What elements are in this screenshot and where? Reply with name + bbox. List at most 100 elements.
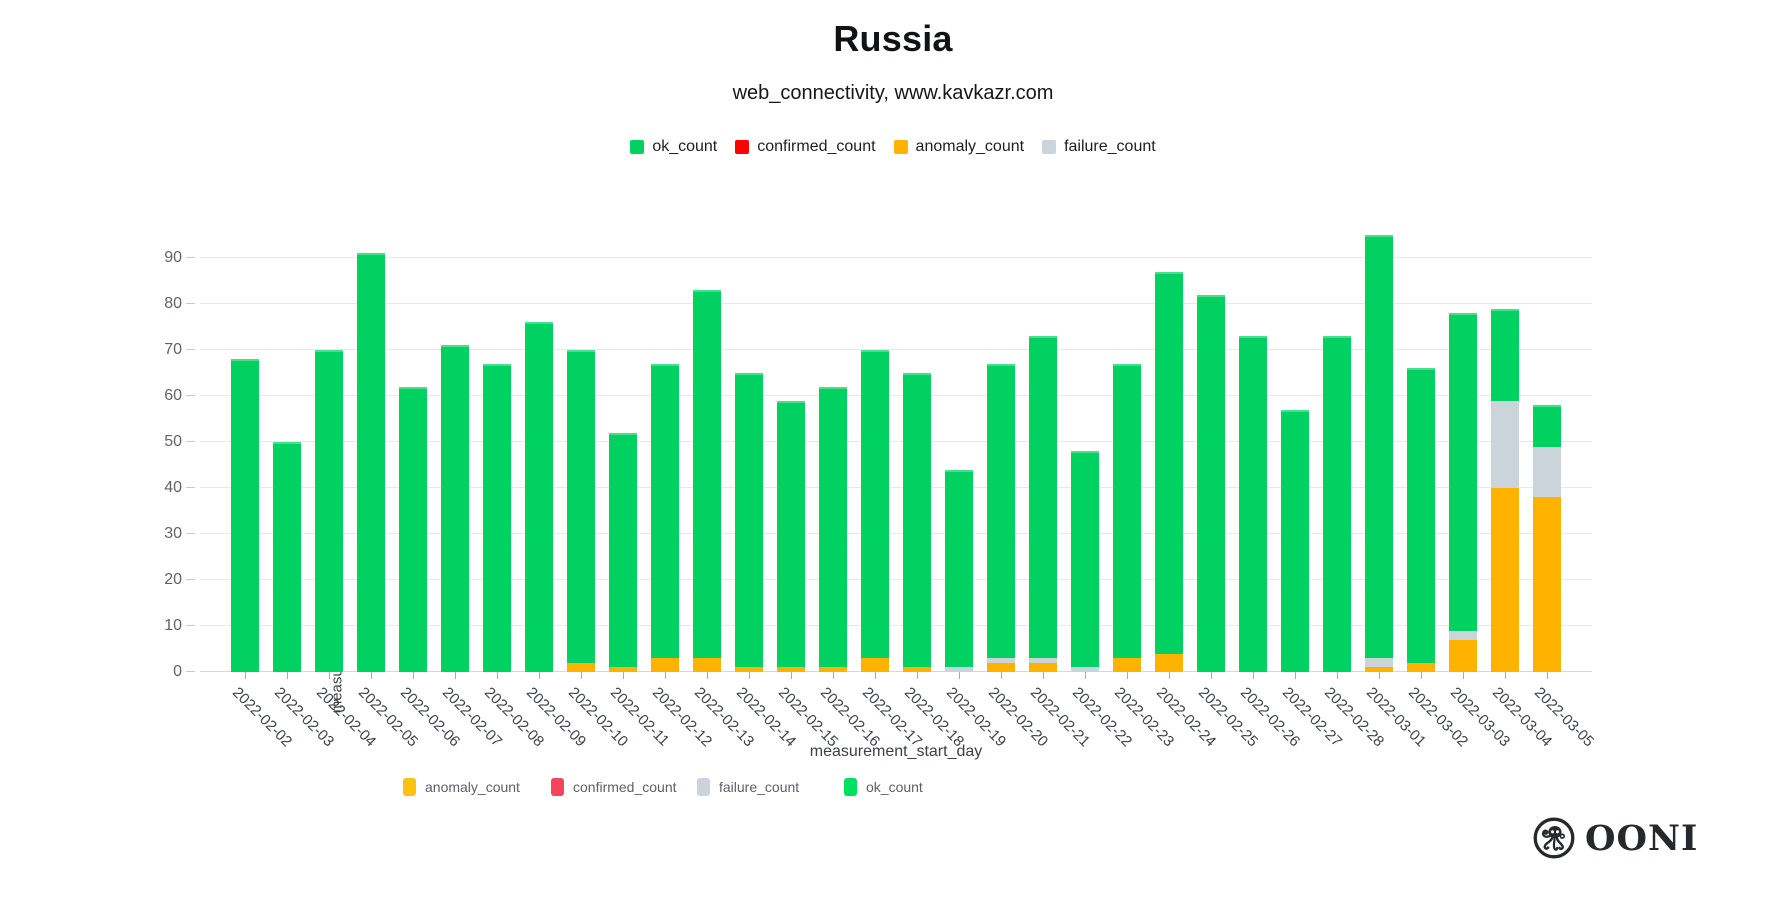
x-tick <box>329 672 330 679</box>
ok_count-segment <box>1197 294 1225 672</box>
x-tick <box>1043 672 1044 679</box>
anomaly_count-segment <box>903 667 931 672</box>
ok_count-segment <box>1533 405 1561 447</box>
bar-2022-02-12[interactable] <box>651 363 679 672</box>
bar-2022-02-07[interactable] <box>441 345 469 672</box>
bar-2022-02-17[interactable] <box>861 350 889 672</box>
bar-2022-03-02[interactable] <box>1407 368 1435 672</box>
y-tick <box>186 349 195 350</box>
bar-2022-02-14[interactable] <box>735 373 763 672</box>
y-tick <box>186 625 195 626</box>
gridline <box>200 533 1592 534</box>
x-tick <box>1379 672 1380 679</box>
bar-2022-02-08[interactable] <box>483 363 511 672</box>
failure_count-segment <box>945 667 973 672</box>
confirmed_count-swatch-icon <box>551 778 564 796</box>
anomaly_count-segment <box>567 662 595 672</box>
failure_count-segment <box>987 658 1015 663</box>
bar-2022-03-05[interactable] <box>1533 405 1561 672</box>
bar-2022-02-02[interactable] <box>231 359 259 672</box>
anomaly_count-segment <box>1533 497 1561 672</box>
anomaly_count-segment <box>987 662 1015 672</box>
ok_count-segment <box>903 373 931 668</box>
ok_count-segment <box>1449 313 1477 631</box>
bottom-legend-label: anomaly_count <box>425 779 520 795</box>
x-tick <box>1211 672 1212 679</box>
bar-2022-02-22[interactable] <box>1071 451 1099 672</box>
bar-2022-02-09[interactable] <box>525 322 553 672</box>
bar-2022-02-06[interactable] <box>399 386 427 672</box>
page-title: Russia <box>833 18 953 59</box>
failure_count-segment <box>1029 658 1057 663</box>
bar-2022-02-05[interactable] <box>357 253 385 672</box>
chart-plot-area: measurement count 0102030405060708090202… <box>164 195 1597 750</box>
anomaly_count-segment <box>1491 488 1519 672</box>
y-tick-label: 70 <box>164 341 182 358</box>
bar-2022-02-21[interactable] <box>1029 336 1057 672</box>
gridline <box>200 349 1592 350</box>
bar-2022-02-03[interactable] <box>273 442 301 672</box>
anomaly_count-swatch-icon <box>403 778 416 796</box>
failure_count-segment <box>1491 400 1519 488</box>
chart-subtitle: web_connectivity, www.kavkazr.com <box>732 82 1054 104</box>
anomaly_count-segment <box>693 658 721 672</box>
x-tick <box>1127 672 1128 679</box>
y-tick <box>186 395 195 396</box>
anomaly_count-swatch-icon <box>893 140 908 154</box>
x-tick <box>749 672 750 679</box>
ok_count-segment <box>861 350 889 659</box>
bar-2022-02-23[interactable] <box>1113 363 1141 672</box>
x-axis-title: measurement_start_day <box>809 743 983 760</box>
gridline <box>200 441 1592 442</box>
x-tick <box>1085 672 1086 679</box>
ok_count-segment <box>651 363 679 659</box>
ok_count-swatch-icon <box>630 140 645 154</box>
ok_count-segment <box>357 253 385 672</box>
top-legend-item-failure_count: failure_count <box>1042 138 1156 156</box>
top-legend-label: failure_count <box>1064 138 1156 155</box>
bar-2022-02-10[interactable] <box>567 350 595 672</box>
bar-2022-02-15[interactable] <box>777 400 805 672</box>
failure_count-swatch-icon <box>1042 140 1057 154</box>
gridline <box>200 625 1592 626</box>
top-legend-item-confirmed_count: confirmed_count <box>735 138 876 156</box>
bar-2022-02-11[interactable] <box>609 432 637 672</box>
y-tick-label: 30 <box>164 525 182 542</box>
x-tick <box>539 672 540 679</box>
bar-2022-02-26[interactable] <box>1239 336 1267 672</box>
x-tick <box>959 672 960 679</box>
ok_count-segment <box>1071 451 1099 668</box>
bar-2022-03-04[interactable] <box>1491 308 1519 672</box>
anomaly_count-segment <box>651 658 679 672</box>
bar-2022-02-19[interactable] <box>945 469 973 672</box>
bar-2022-02-16[interactable] <box>819 386 847 672</box>
y-tick-label: 40 <box>164 479 182 496</box>
bar-2022-02-20[interactable] <box>987 363 1015 672</box>
y-tick <box>186 487 195 488</box>
bottom-legend-label: confirmed_count <box>573 779 677 795</box>
anomaly_count-segment <box>861 658 889 672</box>
anomaly_count-segment <box>609 667 637 672</box>
ok_count-segment <box>1239 336 1267 672</box>
ok_count-segment <box>819 386 847 668</box>
bar-2022-02-13[interactable] <box>693 290 721 672</box>
failure_count-swatch-icon <box>697 778 710 796</box>
bottom-legend-item-anomaly_count: anomaly_count <box>403 778 520 796</box>
x-tick <box>413 672 414 679</box>
bar-2022-02-27[interactable] <box>1281 409 1309 672</box>
ok_count-segment <box>987 363 1015 659</box>
bar-2022-02-24[interactable] <box>1155 271 1183 672</box>
x-tick <box>1337 672 1338 679</box>
ooni-brand: OONI <box>1532 816 1698 860</box>
bar-2022-03-03[interactable] <box>1449 313 1477 672</box>
x-tick <box>707 672 708 679</box>
bar-2022-03-01[interactable] <box>1365 235 1393 672</box>
bar-2022-02-04[interactable] <box>315 350 343 672</box>
bar-2022-02-28[interactable] <box>1323 336 1351 672</box>
bar-2022-02-25[interactable] <box>1197 294 1225 672</box>
ok_count-segment <box>315 350 343 672</box>
ok_count-segment <box>1407 368 1435 663</box>
bar-2022-02-18[interactable] <box>903 373 931 672</box>
gridline <box>200 257 1592 258</box>
ok_count-segment <box>1365 235 1393 659</box>
